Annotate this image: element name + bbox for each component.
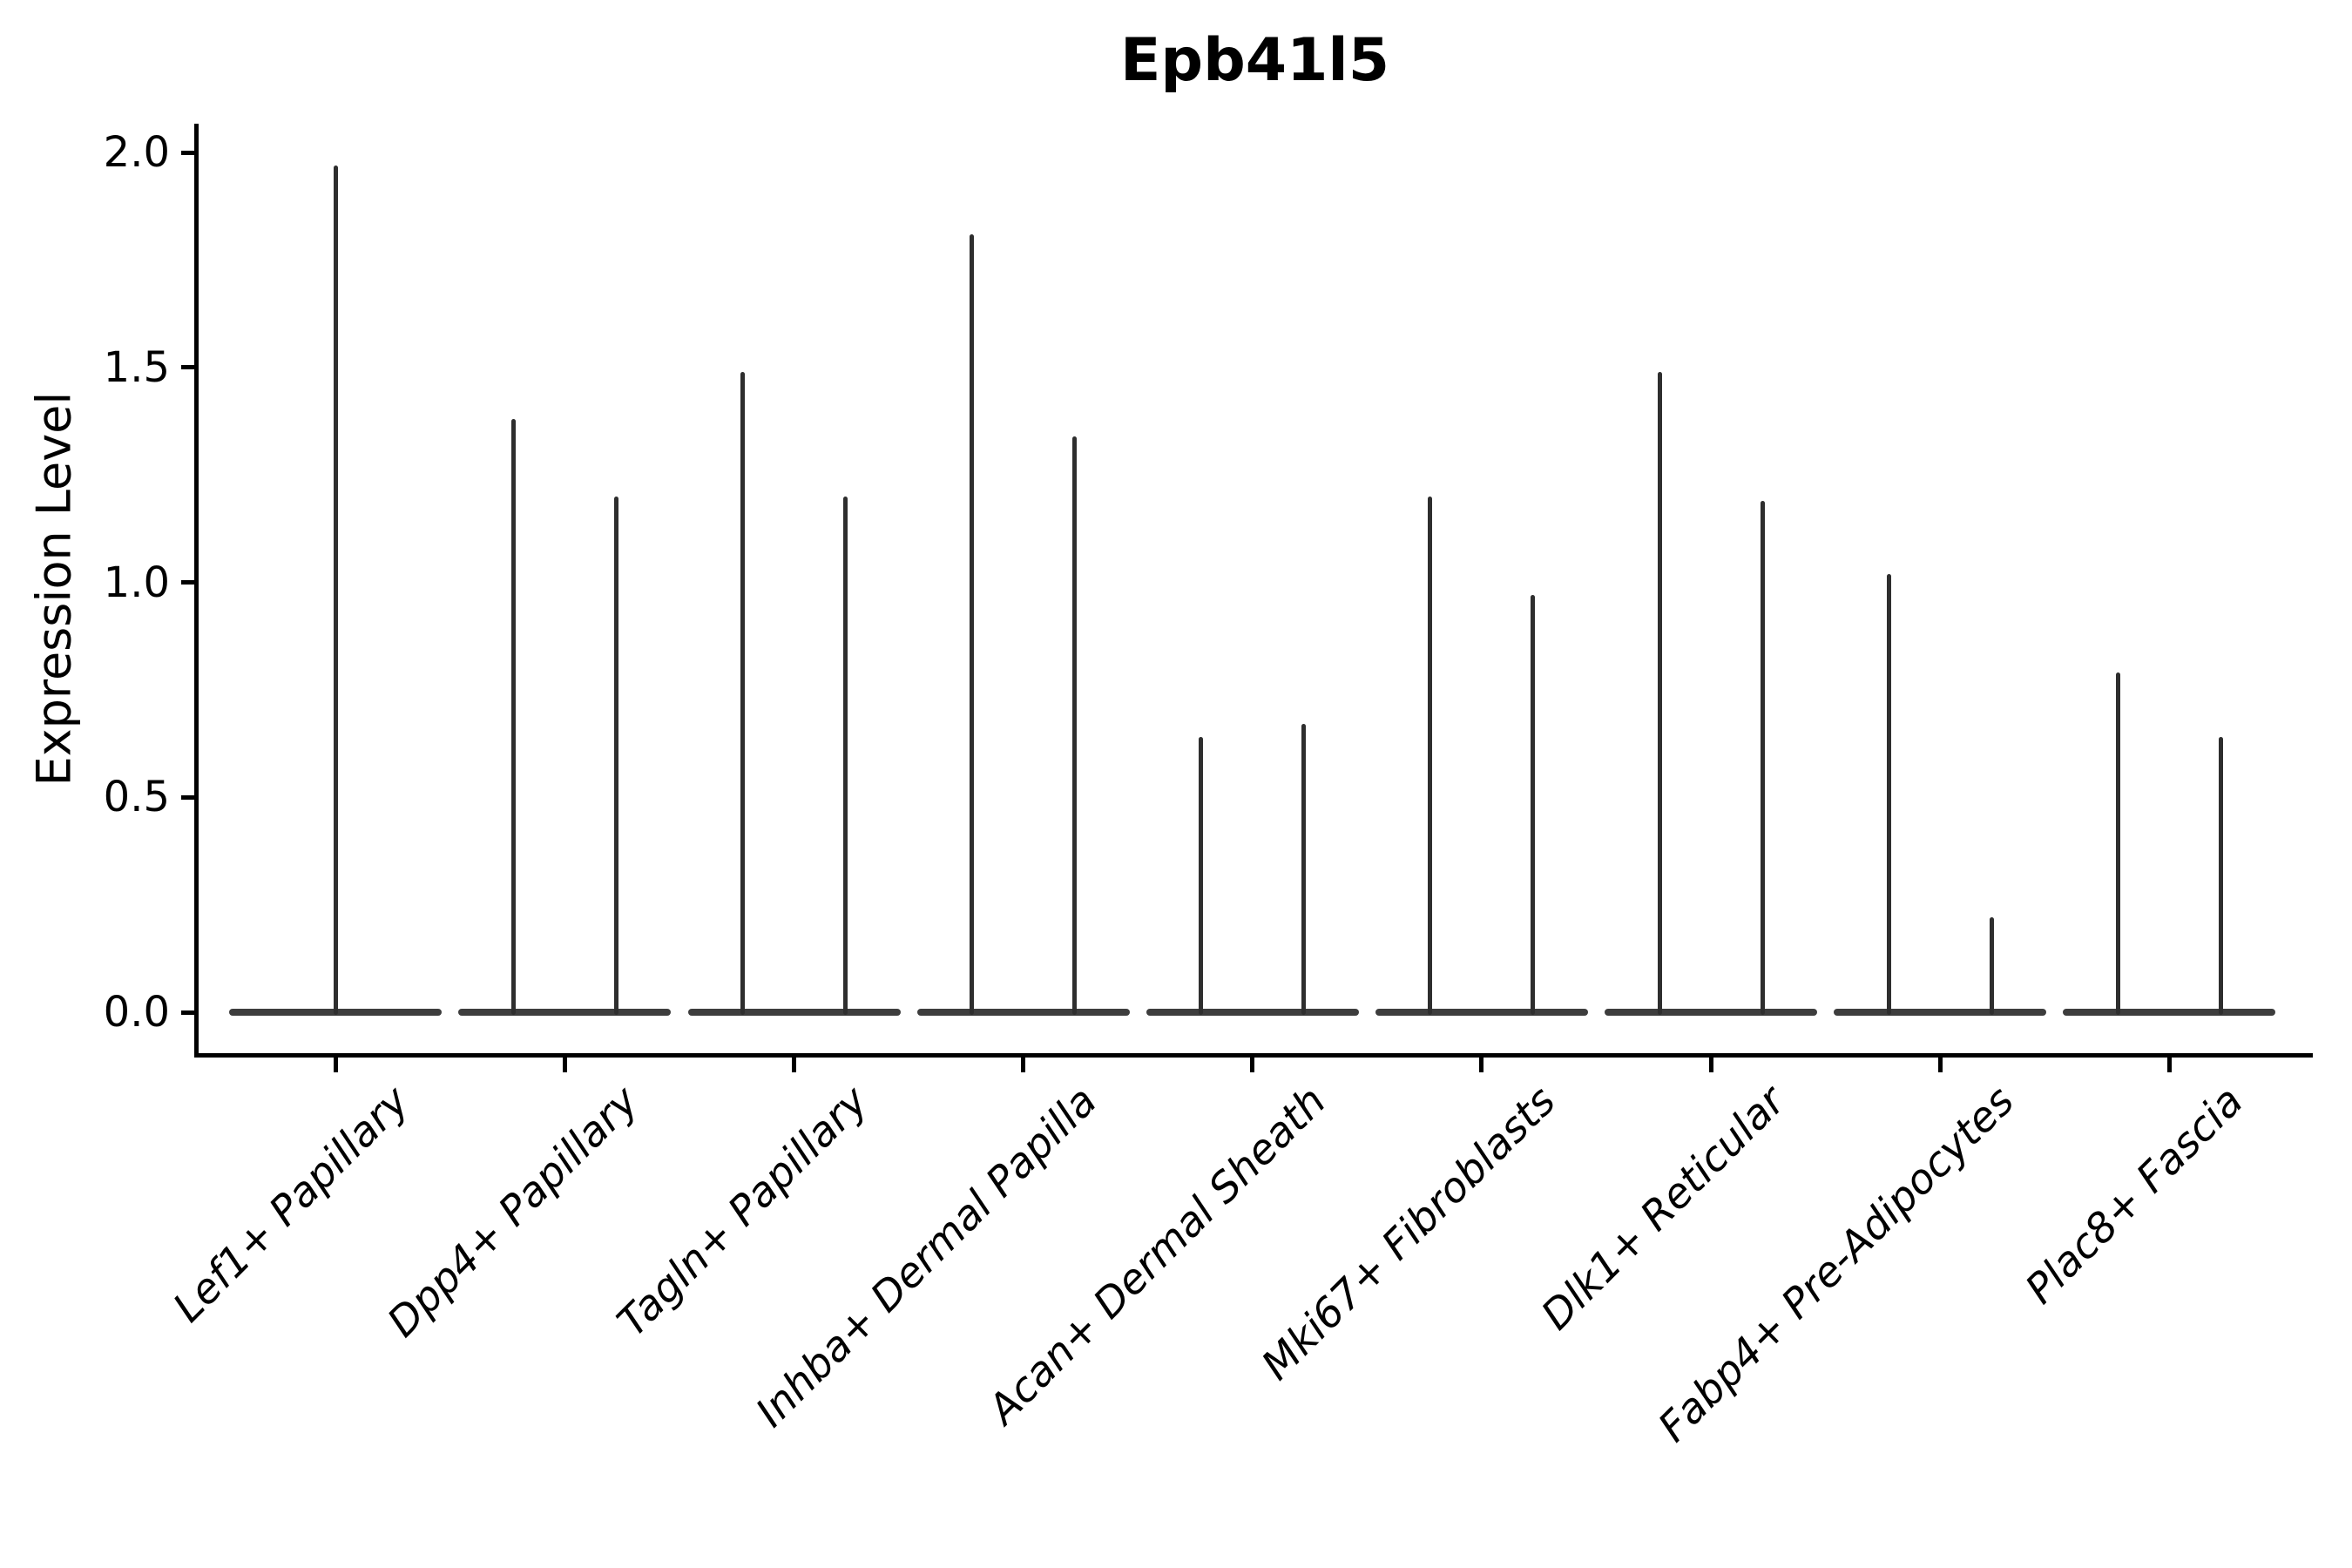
violin-spike — [2115, 672, 2120, 1015]
y-tick-label: 0.5 — [103, 773, 170, 822]
violin-spike — [1199, 737, 1204, 1015]
x-tick-label: Plac8+ Fascia — [2016, 1077, 2253, 1314]
violin-base — [1146, 1009, 1359, 1016]
y-tick-mark — [181, 365, 194, 370]
x-tick-label: Dpp4+ Papillary — [378, 1077, 648, 1347]
violin-spike — [1989, 917, 1994, 1015]
violin-spike — [843, 496, 848, 1015]
violin-spike — [613, 496, 618, 1015]
violin-spike — [970, 233, 975, 1015]
violin-base — [1834, 1009, 2047, 1016]
x-tick-mark — [1708, 1058, 1713, 1072]
violin-spike — [1072, 436, 1078, 1015]
violin-spike — [1886, 573, 1891, 1015]
x-tick-mark — [792, 1058, 797, 1072]
x-tick-mark — [562, 1058, 567, 1072]
violin-spike — [1760, 500, 1765, 1015]
violin-base — [2063, 1009, 2276, 1016]
x-tick-mark — [1479, 1058, 1484, 1072]
violin-spike — [740, 371, 746, 1015]
x-tick-mark — [1021, 1058, 1026, 1072]
y-tick-mark — [181, 580, 194, 585]
x-tick-mark — [2166, 1058, 2172, 1072]
violin-spike — [1657, 371, 1662, 1015]
violin-base — [916, 1009, 1130, 1016]
violin-spike — [2218, 737, 2223, 1015]
violin-base — [458, 1009, 672, 1016]
y-tick-label: 2.0 — [103, 128, 170, 177]
x-tick-label: Lef1+ Papillary — [164, 1077, 419, 1332]
y-tick-mark — [181, 1010, 194, 1015]
violin-spike — [1531, 595, 1536, 1015]
x-tick-mark — [1937, 1058, 1943, 1072]
y-tick-mark — [181, 794, 194, 800]
y-tick-label: 1.0 — [103, 558, 170, 607]
violin-spike — [510, 418, 516, 1015]
y-tick-label: 1.5 — [103, 342, 170, 392]
violin-base — [1605, 1009, 1818, 1016]
x-tick-label: Tagln+ Papillary — [608, 1077, 878, 1347]
violin-spike — [333, 165, 338, 1015]
x-tick-label: Dlk1+ Reticular — [1531, 1077, 1794, 1340]
y-tick-mark — [181, 150, 194, 155]
violin-spike — [1301, 724, 1307, 1015]
x-tick-mark — [333, 1058, 338, 1072]
y-axis-spine — [194, 124, 199, 1058]
x-axis-spine — [194, 1053, 2313, 1058]
violin-spike — [1428, 496, 1433, 1015]
violin-base — [1375, 1009, 1588, 1016]
violin-base — [687, 1009, 901, 1016]
chart-title: Epb41l5 — [1119, 26, 1390, 95]
x-tick-mark — [1250, 1058, 1255, 1072]
y-tick-label: 0.0 — [103, 988, 170, 1037]
